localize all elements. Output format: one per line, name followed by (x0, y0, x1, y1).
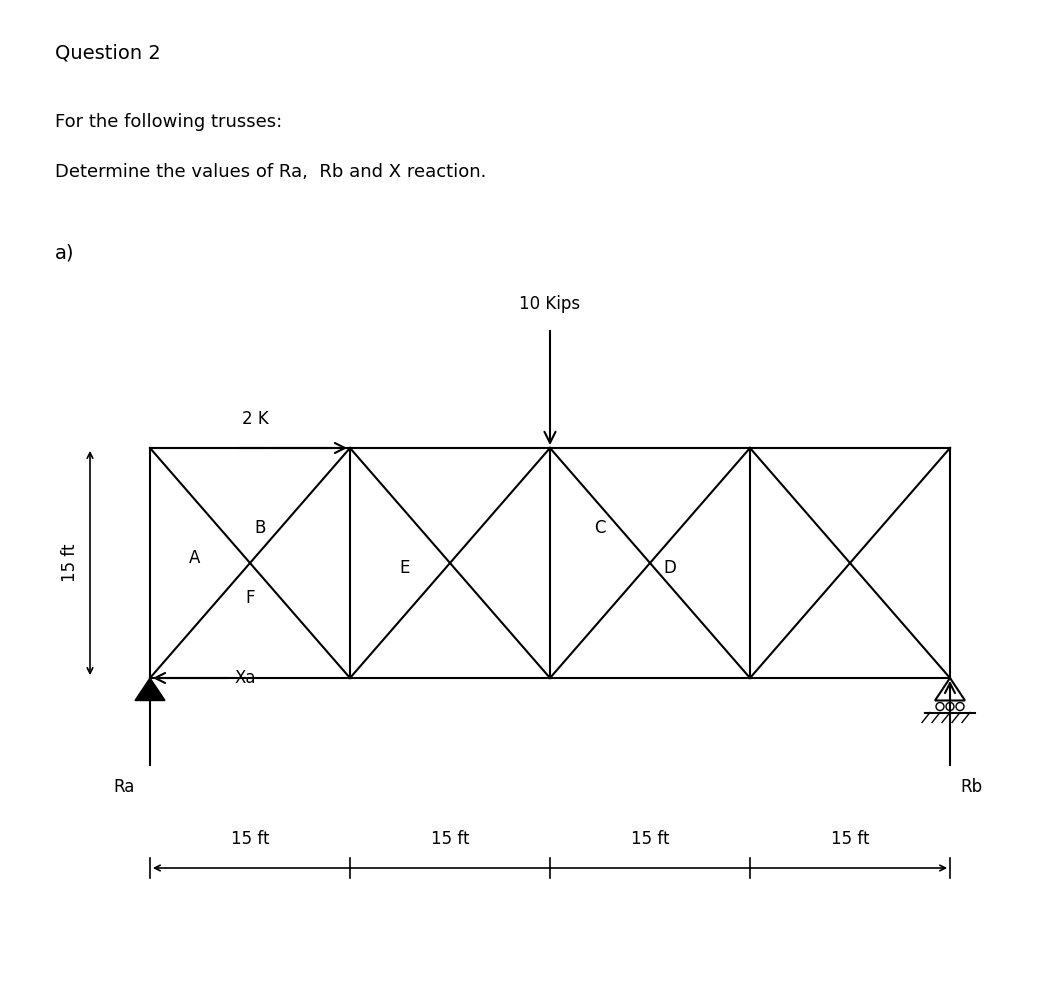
Text: 15 ft: 15 ft (431, 830, 469, 848)
Text: A: A (189, 549, 201, 567)
Text: D: D (664, 559, 676, 577)
Text: F: F (245, 589, 255, 607)
Text: 2 K: 2 K (242, 410, 268, 428)
Text: B: B (255, 519, 265, 537)
Polygon shape (135, 678, 165, 701)
Text: 10 Kips: 10 Kips (519, 295, 580, 313)
Text: C: C (594, 519, 606, 537)
Text: Rb: Rb (960, 778, 982, 796)
Text: Xa: Xa (235, 669, 257, 687)
Text: Question 2: Question 2 (55, 43, 161, 62)
Text: 15 ft: 15 ft (631, 830, 669, 848)
Text: Determine the values of Ra,  Rb and X reaction.: Determine the values of Ra, Rb and X rea… (55, 163, 486, 181)
Text: E: E (400, 559, 410, 577)
Text: For the following trusses:: For the following trusses: (55, 113, 282, 131)
Text: a): a) (55, 243, 74, 262)
Text: 15 ft: 15 ft (230, 830, 270, 848)
Text: Ra: Ra (113, 778, 135, 796)
Text: 15 ft: 15 ft (831, 830, 869, 848)
Text: 15 ft: 15 ft (61, 544, 79, 582)
